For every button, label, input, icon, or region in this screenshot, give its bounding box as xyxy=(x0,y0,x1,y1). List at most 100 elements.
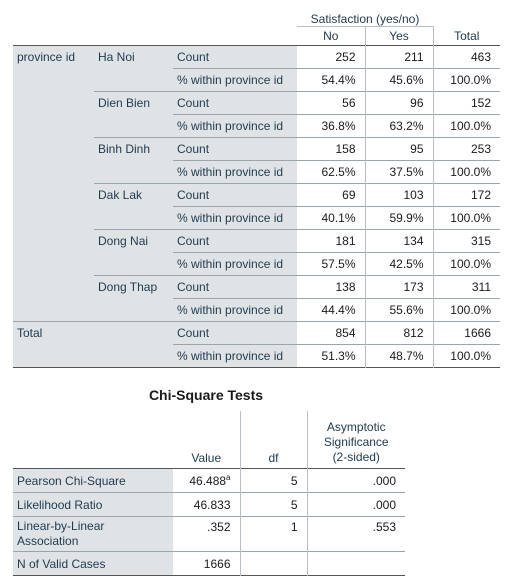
stat-label: Count xyxy=(173,45,297,69)
cell-value: 315 xyxy=(432,229,500,253)
cell-value: 103 xyxy=(364,183,433,207)
test-label-line: Association xyxy=(17,534,79,548)
cell-value: 138 xyxy=(335,280,356,294)
cell-value: 1666 xyxy=(203,556,231,571)
province-label: Dong Thap xyxy=(94,275,173,322)
table-row: % within province id 62.5% 37.5% 100.0% xyxy=(13,160,500,184)
cell-value: 181 xyxy=(335,234,356,248)
cell-value: 57.5% xyxy=(321,257,356,271)
col-header-no: No xyxy=(323,29,339,43)
chi-square-table: Value df Asymptotic Significance (2-side… xyxy=(13,411,405,576)
cell-value: 95 xyxy=(364,137,433,161)
col-header-yes: Yes xyxy=(364,26,433,46)
total-row: % within province id 51.3% 48.7% 100.0% xyxy=(13,344,500,368)
cell-value: 55.6% xyxy=(364,298,433,322)
stat-label: % within province id xyxy=(173,68,297,92)
stat-label: Count xyxy=(173,321,297,345)
table-row: province id Ha Noi Count 252 211 463 xyxy=(13,45,500,322)
cell-value: 54.4% xyxy=(321,73,356,87)
crosstab-header-row: Satisfaction (yes/no) xyxy=(13,0,500,27)
cell-value: 252 xyxy=(335,50,356,64)
crosstab-subheader-row: No Yes Total xyxy=(13,26,500,46)
total-row: Total Count 854 812 1666 xyxy=(13,321,500,368)
cell-value: 59.9% xyxy=(364,206,433,230)
cell-value: 1 xyxy=(239,516,307,552)
cell-value: .553 xyxy=(306,516,405,552)
col-header-df: df xyxy=(239,411,307,469)
cell-value: 211 xyxy=(364,45,433,69)
cell-value: 56 xyxy=(342,96,356,110)
table-row: Linear-by-Linear Association .352 1 .553 xyxy=(13,516,405,552)
table-row: Dak Lak Count 69 103 172 xyxy=(13,183,500,230)
cell-value: 44.4% xyxy=(321,303,356,317)
test-label: Pearson Chi-Square xyxy=(13,468,173,493)
test-label: Linear-by-Linear Association xyxy=(13,516,173,552)
cell-value: 62.5% xyxy=(321,165,356,179)
empty-cell xyxy=(239,551,307,576)
cell-value: 45.6% xyxy=(364,68,433,92)
cell-value: 46.488a xyxy=(173,469,240,493)
cell-value: 46.833 xyxy=(193,497,231,512)
stat-label: % within province id xyxy=(173,206,297,230)
table-row: % within province id 44.4% 55.6% 100.0% xyxy=(13,298,500,322)
stat-label: Count xyxy=(173,229,297,253)
satisfaction-header: Satisfaction (yes/no) xyxy=(297,0,433,27)
cell-value: 152 xyxy=(432,91,500,115)
cell-value: 40.1% xyxy=(321,211,356,225)
table-row: % within province id 40.1% 59.9% 100.0% xyxy=(13,206,500,230)
province-label: Dong Nai xyxy=(94,229,173,276)
sig-header-line: Asymptotic xyxy=(326,420,386,434)
cell-value: 5 xyxy=(239,492,307,517)
cell-value: 463 xyxy=(432,45,500,69)
cell-value: 36.8% xyxy=(321,119,356,133)
cell-value: 311 xyxy=(432,275,500,299)
stat-label: % within province id xyxy=(173,344,297,368)
table-row: Dong Thap Count 138 173 311 xyxy=(13,275,500,322)
cell-value: 158 xyxy=(335,142,356,156)
empty-cell xyxy=(306,551,405,576)
cell-value: 854 xyxy=(335,326,356,340)
table-row: % within province id 57.5% 42.5% 100.0% xyxy=(13,252,500,276)
cell-value: 100.0% xyxy=(432,68,500,92)
col-header-total: Total xyxy=(432,26,500,46)
cell-value: 96 xyxy=(364,91,433,115)
cell-value: 253 xyxy=(432,137,500,161)
cell-value: 48.7% xyxy=(364,344,433,368)
footnote-marker: a xyxy=(226,473,231,482)
cell-value: 173 xyxy=(364,275,433,299)
value-text: 46.488 xyxy=(189,474,227,488)
stat-label: Count xyxy=(173,275,297,299)
province-label: Dak Lak xyxy=(94,183,173,230)
cell-value: 100.0% xyxy=(432,298,500,322)
cell-value: 100.0% xyxy=(432,160,500,184)
stat-label: Count xyxy=(173,91,297,115)
cell-value: .352 xyxy=(207,520,231,534)
table-row: % within province id 54.4% 45.6% 100.0% xyxy=(13,68,500,92)
table-row: Binh Dinh Count 158 95 253 xyxy=(13,137,500,184)
chi-header-row: Value df Asymptotic Significance (2-side… xyxy=(13,411,405,469)
col-header-significance: Asymptotic Significance (2-sided) xyxy=(306,411,405,469)
province-label: Binh Dinh xyxy=(94,137,173,184)
stat-label: % within province id xyxy=(173,252,297,276)
cell-value: 100.0% xyxy=(432,252,500,276)
cell-value: 100.0% xyxy=(432,206,500,230)
sig-header-line: Significance xyxy=(323,435,389,449)
row-variable-label: province id xyxy=(13,45,94,322)
cell-value: 134 xyxy=(364,229,433,253)
stat-label: % within province id xyxy=(173,160,297,184)
table-row: Likelihood Ratio 46.833 5 .000 xyxy=(13,492,405,517)
table-row: Pearson Chi-Square 46.488a 5 .000 xyxy=(13,468,405,493)
test-label: Likelihood Ratio xyxy=(13,492,173,517)
cell-value: 1666 xyxy=(432,321,500,345)
total-label: Total xyxy=(13,321,173,368)
table-row: % within province id 36.8% 63.2% 100.0% xyxy=(13,114,500,138)
cell-value: 51.3% xyxy=(321,349,356,363)
test-label-line: Linear-by-Linear xyxy=(17,519,105,533)
cell-value: 63.2% xyxy=(364,114,433,138)
col-header-value: Value xyxy=(191,451,222,465)
cell-value: .000 xyxy=(306,468,405,493)
sig-header-line: (2-sided) xyxy=(332,450,380,464)
cell-value: 37.5% xyxy=(364,160,433,184)
stat-label: % within province id xyxy=(173,298,297,322)
stat-label: % within province id xyxy=(173,114,297,138)
